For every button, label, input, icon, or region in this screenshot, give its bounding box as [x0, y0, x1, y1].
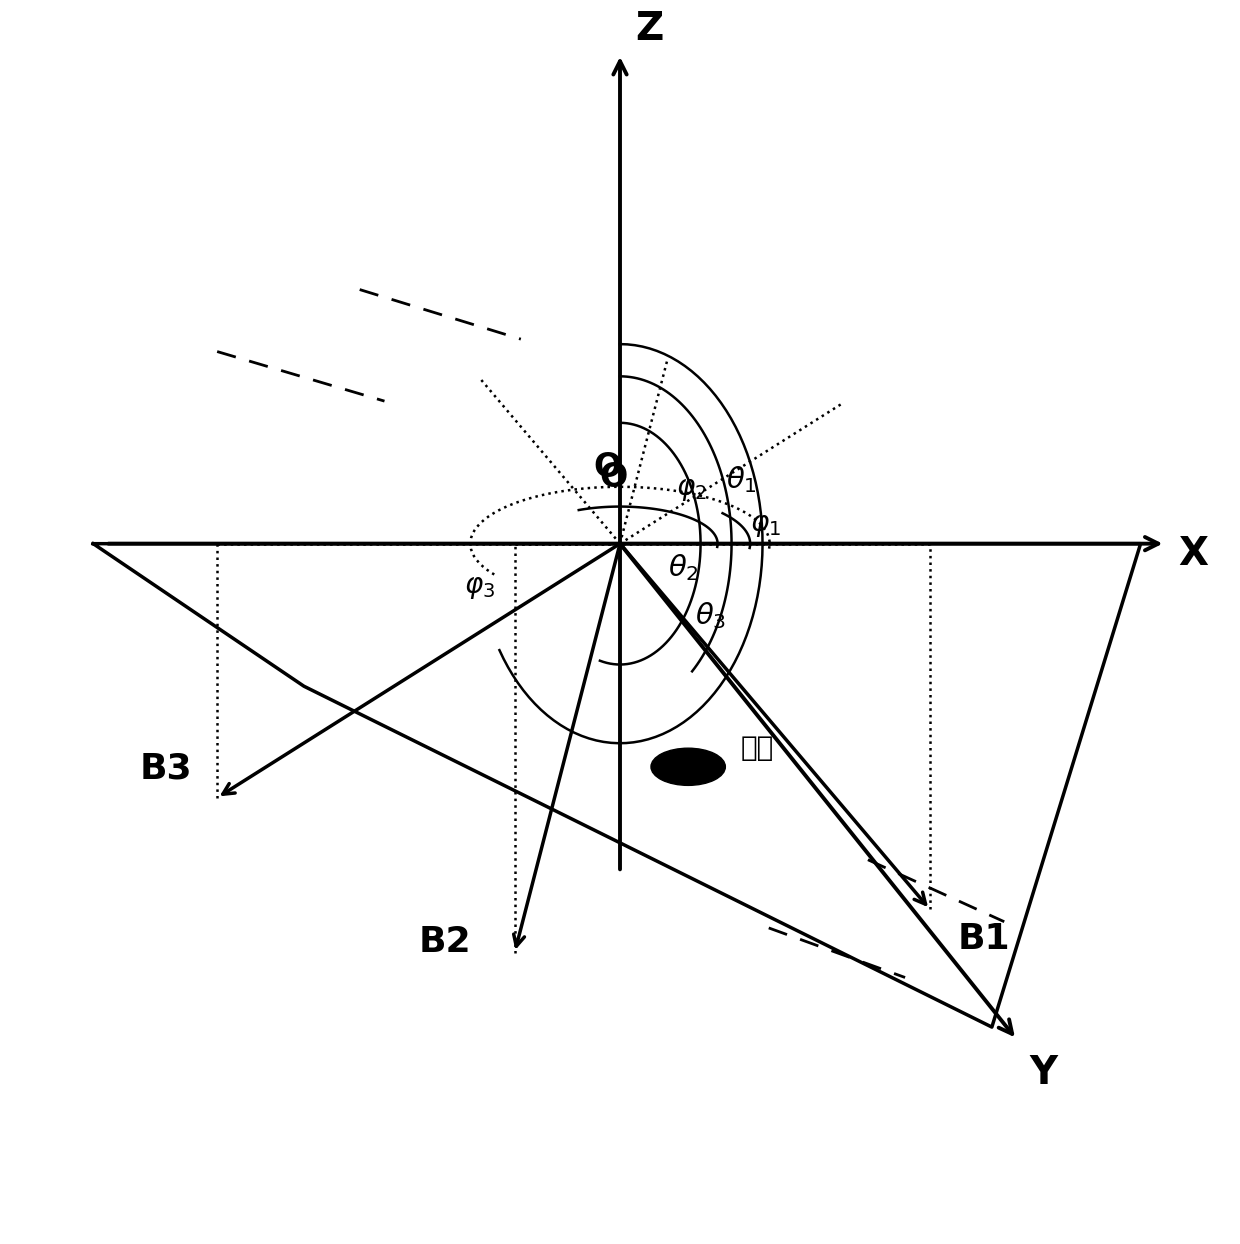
Text: X: X: [1178, 535, 1208, 572]
Text: $\theta_1$: $\theta_1$: [727, 464, 756, 495]
Text: B1: B1: [957, 922, 1009, 955]
Text: O: O: [600, 462, 627, 494]
Text: B2: B2: [419, 924, 471, 959]
Text: $\varphi_1$: $\varphi_1$: [750, 511, 781, 539]
Text: $\theta_2$: $\theta_2$: [668, 552, 699, 583]
Text: 馈源: 馈源: [740, 734, 774, 763]
Text: $\varphi_2$: $\varphi_2$: [676, 475, 707, 504]
Text: Y: Y: [1029, 1055, 1056, 1092]
Text: $\varphi_3$: $\varphi_3$: [464, 573, 495, 601]
Text: $\theta_3$: $\theta_3$: [694, 601, 727, 632]
Ellipse shape: [651, 748, 725, 785]
Text: Z: Z: [635, 10, 663, 47]
Text: B3: B3: [140, 751, 192, 785]
Text: O: O: [594, 452, 621, 484]
